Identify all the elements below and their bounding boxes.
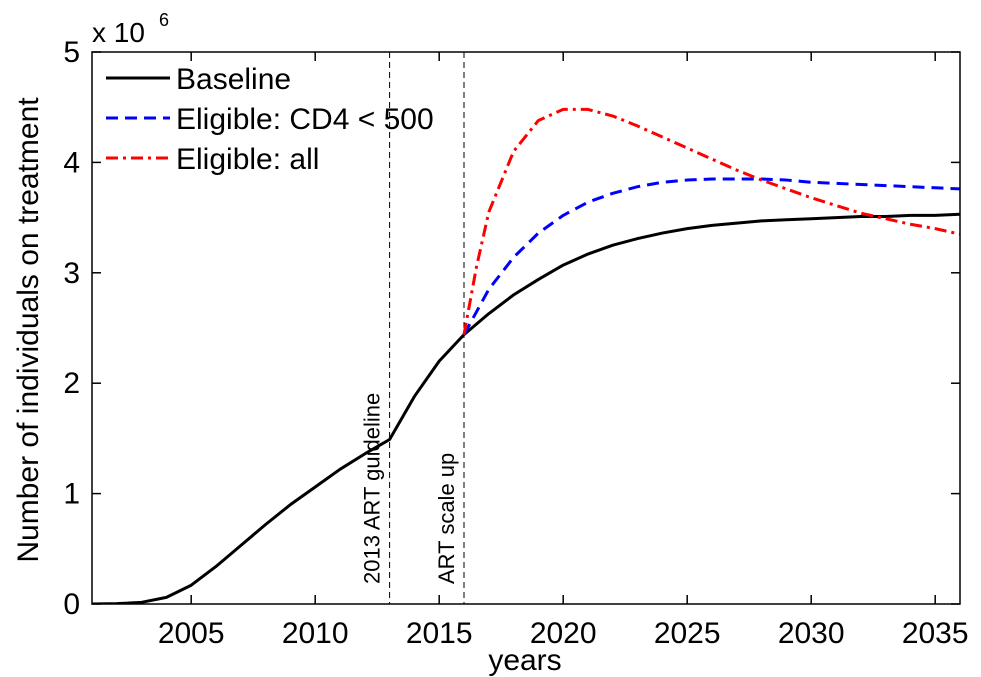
x-tick-label-2035: 2035 xyxy=(902,617,969,650)
axes-box xyxy=(91,51,961,605)
x-tick-label-2010: 2010 xyxy=(282,617,349,650)
y-tick-label-0: 0 xyxy=(63,588,80,621)
y-axis-label: Number of individuals on treatment xyxy=(12,97,45,563)
legend-label-1: Baseline xyxy=(176,63,291,96)
legend-label-3: Eligible: all xyxy=(176,143,319,176)
x-axis-label: years xyxy=(488,644,561,677)
y-tick-label-2: 2 xyxy=(63,367,80,400)
y-multiplier-exponent: 6 xyxy=(159,10,169,30)
y-tick-label-4: 4 xyxy=(63,146,80,179)
x-tick-label-2030: 2030 xyxy=(778,617,845,650)
y-multiplier: x 10 xyxy=(92,17,145,48)
x-tick-label-2025: 2025 xyxy=(654,617,721,650)
plot-area: 2013 ART guideline ART scale up xyxy=(92,52,960,604)
x-tick-label-2015: 2015 xyxy=(406,617,473,650)
axes: 2005 2010 2015 2020 2025 2030 2035 0 1 2 3 4 5 xyxy=(63,36,968,650)
x-tick-label-2005: 2005 xyxy=(158,617,225,650)
y-tick-label-1: 1 xyxy=(63,478,80,511)
series-line-1 xyxy=(92,212,960,604)
reference-line-label-1: 2013 ART guideline xyxy=(360,393,385,584)
legend-label-2: Eligible: CD4 < 500 xyxy=(176,103,434,136)
series-line-3 xyxy=(462,107,960,335)
reference-line-label-2: ART scale up xyxy=(434,453,459,584)
y-tick-label-5: 5 xyxy=(63,36,80,69)
legend: Baseline Eligible: CD4 < 500 Eligible: all xyxy=(106,63,434,176)
x-tick-label-2020: 2020 xyxy=(530,617,597,650)
y-tick-label-3: 3 xyxy=(63,257,80,290)
series-line-2 xyxy=(462,177,960,336)
